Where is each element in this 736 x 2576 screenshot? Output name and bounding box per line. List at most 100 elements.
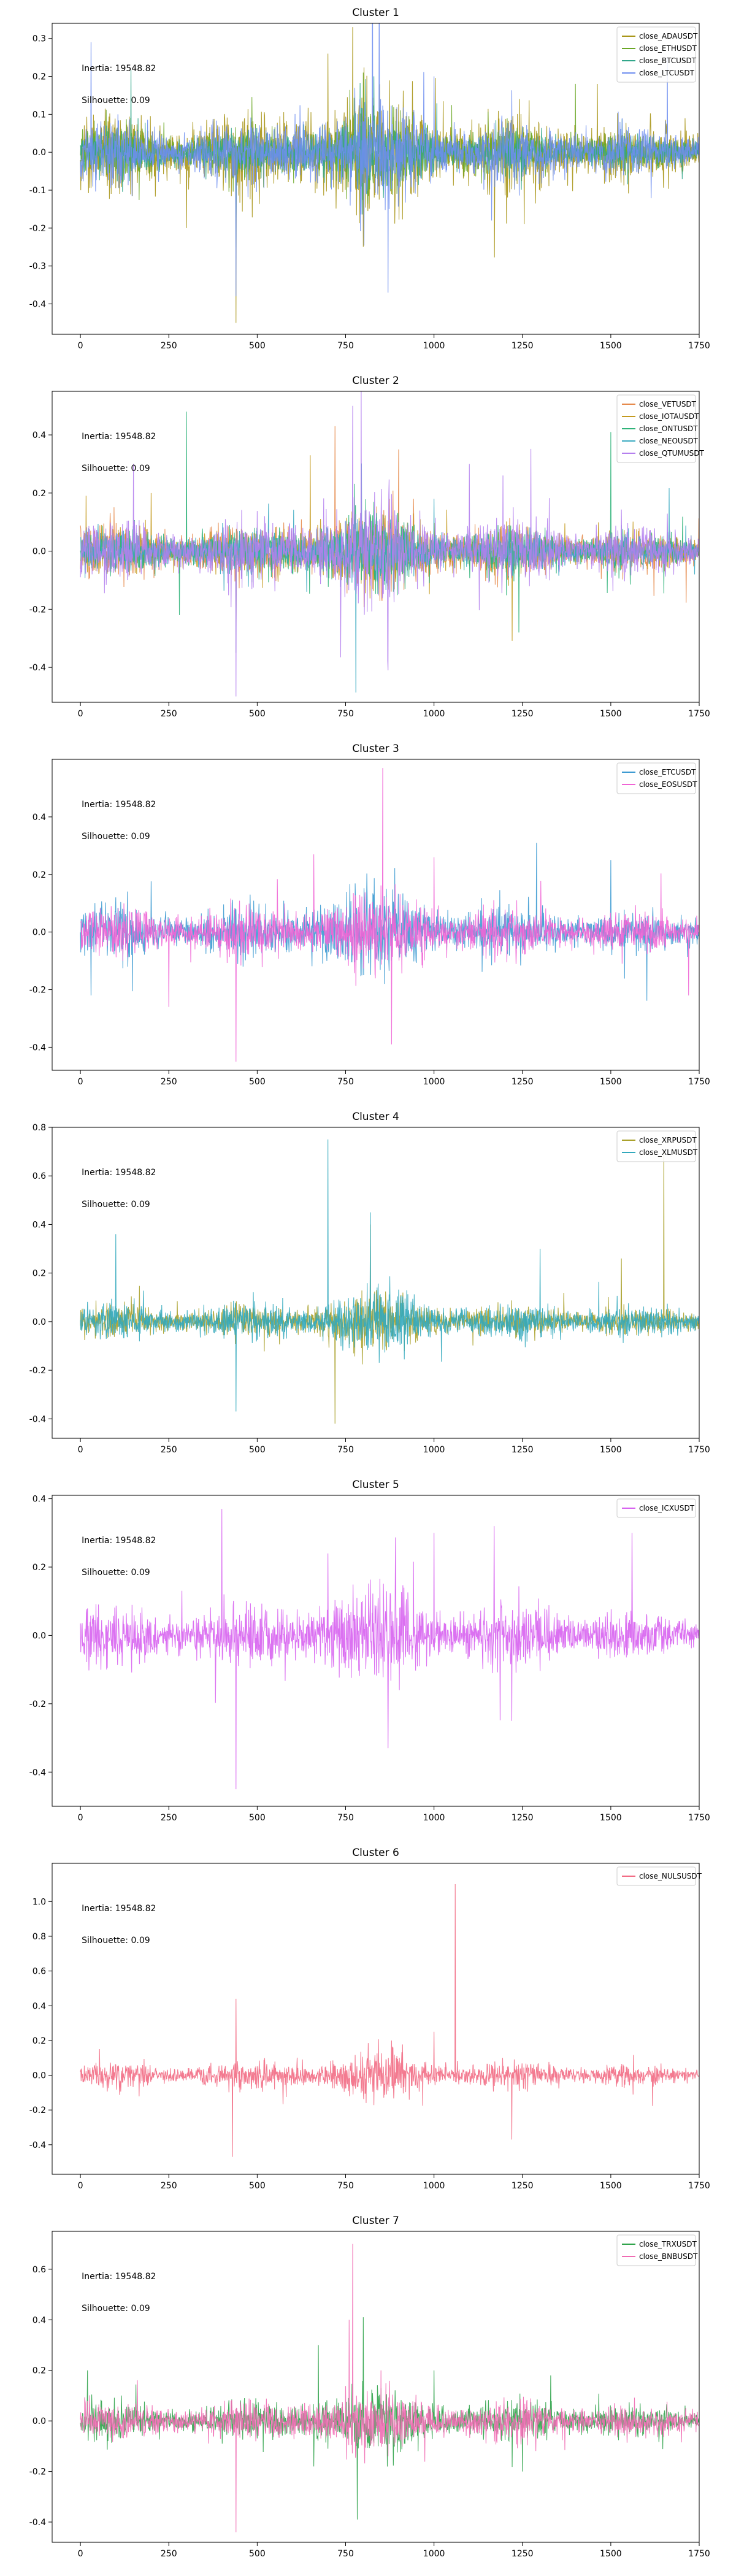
x-tick-label: 750 bbox=[337, 2181, 354, 2191]
x-tick-label: 1000 bbox=[423, 2549, 445, 2559]
plot-frame bbox=[52, 1495, 700, 1807]
x-tick-label: 1750 bbox=[688, 1813, 710, 1823]
inertia-annotation: Inertia: 19548.82 bbox=[82, 1168, 156, 1178]
y-tick-label: -0.2 bbox=[29, 224, 46, 234]
legend-label: close_ETCUSDT bbox=[639, 768, 696, 776]
legend-label: close_BTCUSDT bbox=[639, 56, 697, 65]
chart-title: Cluster 1 bbox=[352, 7, 399, 19]
x-tick-label: 250 bbox=[161, 1813, 177, 1823]
legend-box bbox=[616, 1130, 696, 1162]
legend: close_TRXUSDT close_BNBUSDT bbox=[616, 2234, 698, 2266]
legend-label: close_XLMUSDT bbox=[639, 1148, 698, 1157]
x-tick-label: 1250 bbox=[512, 709, 534, 719]
x-tick-label: 1250 bbox=[512, 1813, 534, 1823]
chart-panel-2: Cluster 2 0 250 500 750 1000 1250 1500 1750 -0.4 -… bbox=[29, 375, 710, 719]
y-tick-label: 0.4 bbox=[33, 1495, 46, 1505]
series-line-close_BNBUSDT bbox=[80, 2244, 699, 2532]
y-tick-label: -0.4 bbox=[29, 1043, 46, 1052]
y-tick-label: 0.4 bbox=[33, 2315, 46, 2325]
y-tick-label: 0.1 bbox=[33, 110, 46, 120]
x-tick-label: 250 bbox=[161, 2181, 177, 2191]
chart-panel-4: Cluster 4 0 250 500 750 1000 1250 1500 1750 -0.4 -… bbox=[29, 1111, 710, 1455]
x-tick-label: 250 bbox=[161, 709, 177, 719]
x-tick-label: 1000 bbox=[423, 1813, 445, 1823]
legend-label: close_QTUMUSDT bbox=[639, 449, 704, 458]
y-tick-label: 0.3 bbox=[33, 34, 46, 44]
legend-label: close_XRPUSDT bbox=[639, 1136, 697, 1144]
y-tick-label: -0.4 bbox=[29, 2141, 46, 2150]
plot-frame bbox=[52, 759, 700, 1071]
chart-panel-7: Cluster 7 0 250 500 750 1000 1250 1500 1750 -0.4 -… bbox=[29, 2215, 710, 2559]
chart-panel-5: Cluster 5 0 250 500 750 1000 1250 1500 1750 -0.4 -… bbox=[29, 1479, 710, 1823]
silhouette-annotation: Silhouette: 0.09 bbox=[82, 96, 150, 105]
x-tick-label: 1500 bbox=[600, 709, 622, 719]
y-tick-label: 0.2 bbox=[33, 72, 46, 82]
y-tick-label: 0.6 bbox=[33, 1171, 46, 1181]
legend: close_NULSUSDT bbox=[616, 1866, 702, 1886]
legend-box bbox=[616, 762, 696, 794]
x-tick-label: 750 bbox=[337, 1813, 354, 1823]
y-tick-label: 0.0 bbox=[33, 547, 46, 557]
series-line-close_ICXUSDT bbox=[80, 1509, 699, 1790]
legend: close_ADAUSDT close_ETHUSDT close_BTCUSDTc… bbox=[616, 26, 698, 83]
chart-title: Cluster 4 bbox=[352, 1111, 399, 1123]
x-tick-label: 1000 bbox=[423, 709, 445, 719]
y-tick-label: 0.2 bbox=[33, 2036, 46, 2046]
legend-box bbox=[616, 1498, 696, 1518]
x-tick-label: 1750 bbox=[688, 2181, 710, 2191]
x-tick-label: 250 bbox=[161, 1077, 177, 1087]
legend: close_ICXUSDT bbox=[616, 1498, 696, 1518]
x-tick-label: 750 bbox=[337, 341, 354, 351]
inertia-annotation: Inertia: 19548.82 bbox=[82, 64, 156, 74]
x-tick-label: 500 bbox=[249, 341, 266, 351]
y-tick-label: 0.8 bbox=[33, 1123, 46, 1133]
chart-title: Cluster 6 bbox=[352, 1847, 399, 1859]
y-tick-label: 0.0 bbox=[33, 148, 46, 158]
legend-label: close_ICXUSDT bbox=[639, 1504, 695, 1512]
legend-label: close_NEOUSDT bbox=[639, 437, 699, 445]
inertia-annotation: Inertia: 19548.82 bbox=[82, 1536, 156, 1546]
chart-title: Cluster 2 bbox=[352, 375, 399, 387]
y-tick-label: -0.4 bbox=[29, 663, 46, 673]
plot-frame bbox=[52, 23, 700, 335]
legend-label: close_IOTAUSDT bbox=[639, 412, 699, 421]
legend-label: close_EOSUSDT bbox=[639, 780, 697, 789]
x-tick-label: 1000 bbox=[423, 341, 445, 351]
x-tick-label: 250 bbox=[161, 341, 177, 351]
x-tick-label: 1250 bbox=[512, 2549, 534, 2559]
x-tick-label: 0 bbox=[78, 1445, 83, 1455]
legend-label: close_ONTUSDT bbox=[639, 424, 698, 433]
y-tick-label: 0.0 bbox=[33, 1317, 46, 1327]
silhouette-annotation: Silhouette: 0.09 bbox=[82, 464, 150, 473]
x-tick-label: 0 bbox=[78, 2181, 83, 2191]
legend: close_XRPUSDT close_XLMUSDT bbox=[616, 1130, 698, 1162]
x-tick-label: 250 bbox=[161, 1445, 177, 1455]
y-tick-label: 0.4 bbox=[33, 813, 46, 822]
x-tick-label: 750 bbox=[337, 1445, 354, 1455]
y-tick-label: 0.4 bbox=[33, 1220, 46, 1230]
y-tick-label: 0.0 bbox=[33, 2417, 46, 2426]
inertia-annotation: Inertia: 19548.82 bbox=[82, 1904, 156, 1914]
x-tick-label: 750 bbox=[337, 1077, 354, 1087]
legend-label: close_BNBUSDT bbox=[639, 2252, 698, 2261]
y-tick-label: 0.4 bbox=[33, 431, 46, 440]
plot-frame bbox=[52, 391, 700, 703]
chart-panel-1: Cluster 1 0 250 500 750 1000 1250 1500 1750 -0.4 -… bbox=[29, 7, 710, 351]
x-tick-label: 500 bbox=[249, 709, 266, 719]
chart-title: Cluster 3 bbox=[352, 743, 399, 755]
y-tick-label: 0.0 bbox=[33, 2071, 46, 2081]
legend-label: close_ETHUSDT bbox=[639, 44, 697, 53]
x-tick-label: 1000 bbox=[423, 1077, 445, 1087]
y-tick-label: 0.6 bbox=[33, 1967, 46, 1977]
series-line-close_LTCUSDT bbox=[80, 23, 699, 297]
legend-label: close_LTCUSDT bbox=[639, 69, 695, 77]
series-line-close_NULSUSDT bbox=[80, 1884, 699, 2157]
chart-panel-6: Cluster 6 0 250 500 750 1000 1250 1500 1750 -0.4 -… bbox=[29, 1847, 710, 2191]
silhouette-annotation: Silhouette: 0.09 bbox=[82, 832, 150, 841]
chart-title: Cluster 5 bbox=[352, 1479, 399, 1491]
chart-panel-3: Cluster 3 0 250 500 750 1000 1250 1500 1750 -0.4 -… bbox=[29, 743, 710, 1087]
x-tick-label: 1000 bbox=[423, 1445, 445, 1455]
plot-frame bbox=[52, 1127, 700, 1439]
series-line-close_BTCUSDT bbox=[80, 70, 699, 240]
